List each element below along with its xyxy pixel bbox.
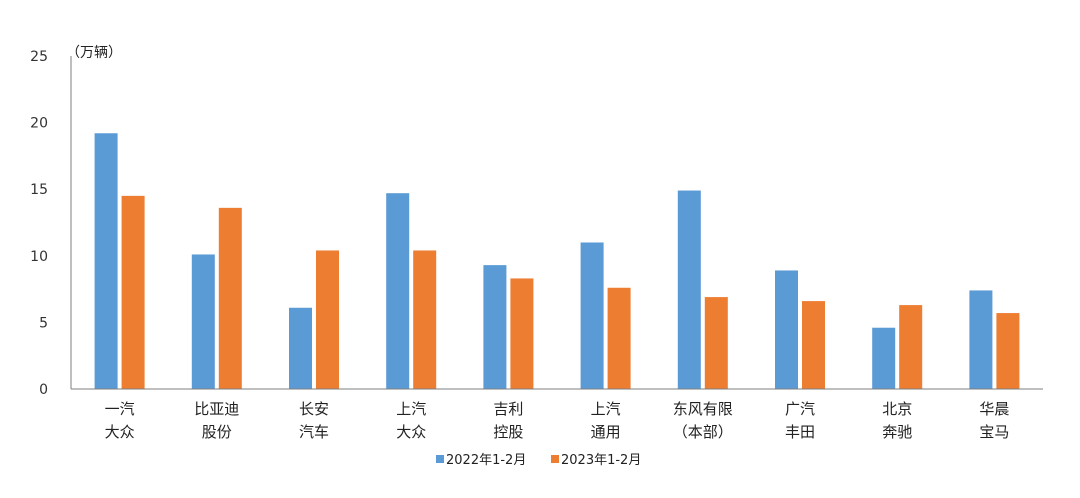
legend-swatch bbox=[551, 455, 559, 463]
bar-series-2022 bbox=[677, 190, 701, 389]
bar-series-2023 bbox=[218, 207, 242, 389]
bar-series-2023 bbox=[704, 297, 728, 389]
bar-series-2022 bbox=[191, 254, 215, 389]
x-category-label: 广汽 bbox=[785, 400, 815, 418]
bars-group bbox=[94, 133, 1020, 389]
bar-series-2022 bbox=[94, 133, 118, 389]
y-tick-label: 0 bbox=[39, 382, 48, 398]
y-tick-label: 15 bbox=[30, 182, 48, 198]
y-tick-label: 25 bbox=[30, 49, 48, 65]
legend-label: 2023年1-2月 bbox=[561, 453, 641, 468]
x-category-label: 上汽 bbox=[591, 400, 621, 418]
x-category-label: 长安 bbox=[299, 400, 329, 418]
y-tick-label: 5 bbox=[39, 315, 48, 331]
y-axis-unit-label: （万辆） bbox=[66, 45, 122, 61]
bar-series-2022 bbox=[483, 265, 507, 389]
legend-swatch bbox=[436, 455, 444, 463]
x-category-label: 丰田 bbox=[785, 423, 815, 441]
x-category-label: 大众 bbox=[396, 423, 426, 441]
x-category-label: 华晨 bbox=[979, 400, 1009, 418]
x-category-label: 奔驰 bbox=[882, 423, 912, 441]
y-tick-label: 20 bbox=[30, 116, 48, 132]
legend-label: 2022年1-2月 bbox=[446, 453, 526, 468]
x-category-label: 东风有限 bbox=[673, 400, 733, 418]
x-category-label: 控股 bbox=[493, 423, 523, 441]
x-category-label: 股份 bbox=[202, 423, 232, 441]
bar-series-2023 bbox=[899, 305, 923, 389]
x-category-label: 大众 bbox=[105, 423, 135, 441]
x-category-label: （本部） bbox=[673, 423, 733, 441]
legend: 2022年1-2月 2023年1-2月 bbox=[436, 453, 641, 468]
bar-series-2023 bbox=[121, 195, 145, 389]
bar-series-2022 bbox=[969, 290, 993, 389]
x-category-label: 上汽 bbox=[396, 400, 426, 418]
x-category-label: 汽车 bbox=[299, 423, 329, 441]
bar-series-2023 bbox=[996, 313, 1020, 389]
x-category-label: 通用 bbox=[591, 423, 621, 441]
bar-series-2022 bbox=[872, 327, 896, 389]
bar-series-2023 bbox=[316, 250, 339, 389]
y-tick-label: 10 bbox=[30, 249, 48, 265]
bar-series-2022 bbox=[386, 193, 410, 389]
bar-series-2023 bbox=[510, 278, 534, 389]
bar-series-2022 bbox=[580, 242, 604, 389]
bar-series-2022 bbox=[775, 270, 798, 389]
bar-series-2022 bbox=[289, 307, 312, 389]
bar-series-2023 bbox=[607, 287, 631, 389]
x-category-label: 一汽 bbox=[105, 400, 135, 418]
x-category-label: 宝马 bbox=[979, 423, 1009, 441]
bar-series-2023 bbox=[413, 250, 437, 389]
x-category-label: 吉利 bbox=[493, 400, 523, 418]
x-category-label: 北京 bbox=[882, 400, 912, 418]
x-category-label: 比亚迪 bbox=[194, 400, 239, 418]
y-axis-tick-labels: 0 5 10 15 20 25 bbox=[30, 49, 48, 398]
bar-series-2023 bbox=[802, 301, 825, 389]
